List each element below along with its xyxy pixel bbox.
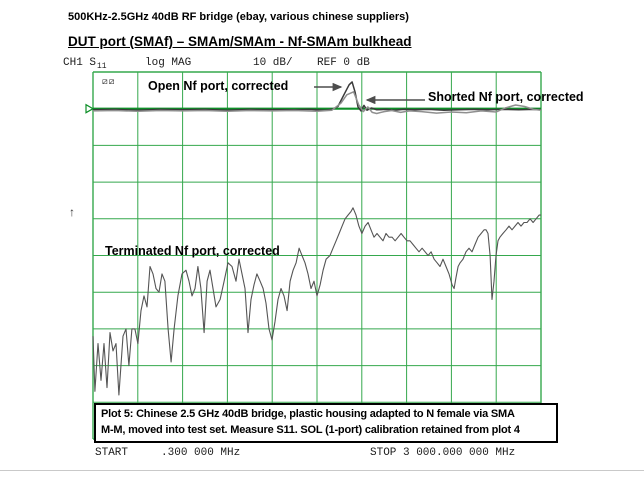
caption: 500KHz-2.5GHz 40dB RF bridge (ebay, vari… — [68, 11, 409, 23]
stop-freq-label: STOP 3 000.000 000 MHz — [370, 447, 516, 459]
page-title: DUT port (SMAf) – SMAm/SMAm - Nf-SMAm bu… — [68, 34, 412, 49]
scale-label: 10 dB/ — [253, 57, 293, 69]
channel-label: CH1 S — [63, 57, 97, 69]
format-label: log MAG — [145, 57, 192, 69]
trace-open — [92, 81, 542, 112]
open-trace-label: Open Nf port, corrected — [148, 79, 289, 93]
reference-marker-icon — [85, 103, 95, 114]
reference-label: REF 0 dB — [317, 57, 370, 69]
start-freq-label: START .300 000 MHz — [95, 447, 241, 459]
plot-note: Plot 5: Chinese 2.5 GHz 40dB bridge, pla… — [94, 403, 558, 443]
note-line-1: Plot 5: Chinese 2.5 GHz 40dB bridge, pla… — [101, 408, 515, 420]
bottom-divider — [0, 470, 644, 471]
terminated-trace-label: Terminated Nf port, corrected — [105, 244, 280, 258]
avg-marker-icon: ↑ — [69, 205, 75, 219]
status-icon: ⧄⧄ — [102, 76, 116, 86]
trace-group — [92, 81, 542, 396]
sparam-subscript: 11 — [97, 62, 107, 71]
note-line-2: M-M, moved into test set. Measure S11. S… — [101, 424, 520, 436]
trace-terminated — [92, 207, 541, 396]
shorted-trace-label: Shorted Nf port, corrected — [428, 90, 584, 104]
trace-shorted — [92, 91, 542, 115]
